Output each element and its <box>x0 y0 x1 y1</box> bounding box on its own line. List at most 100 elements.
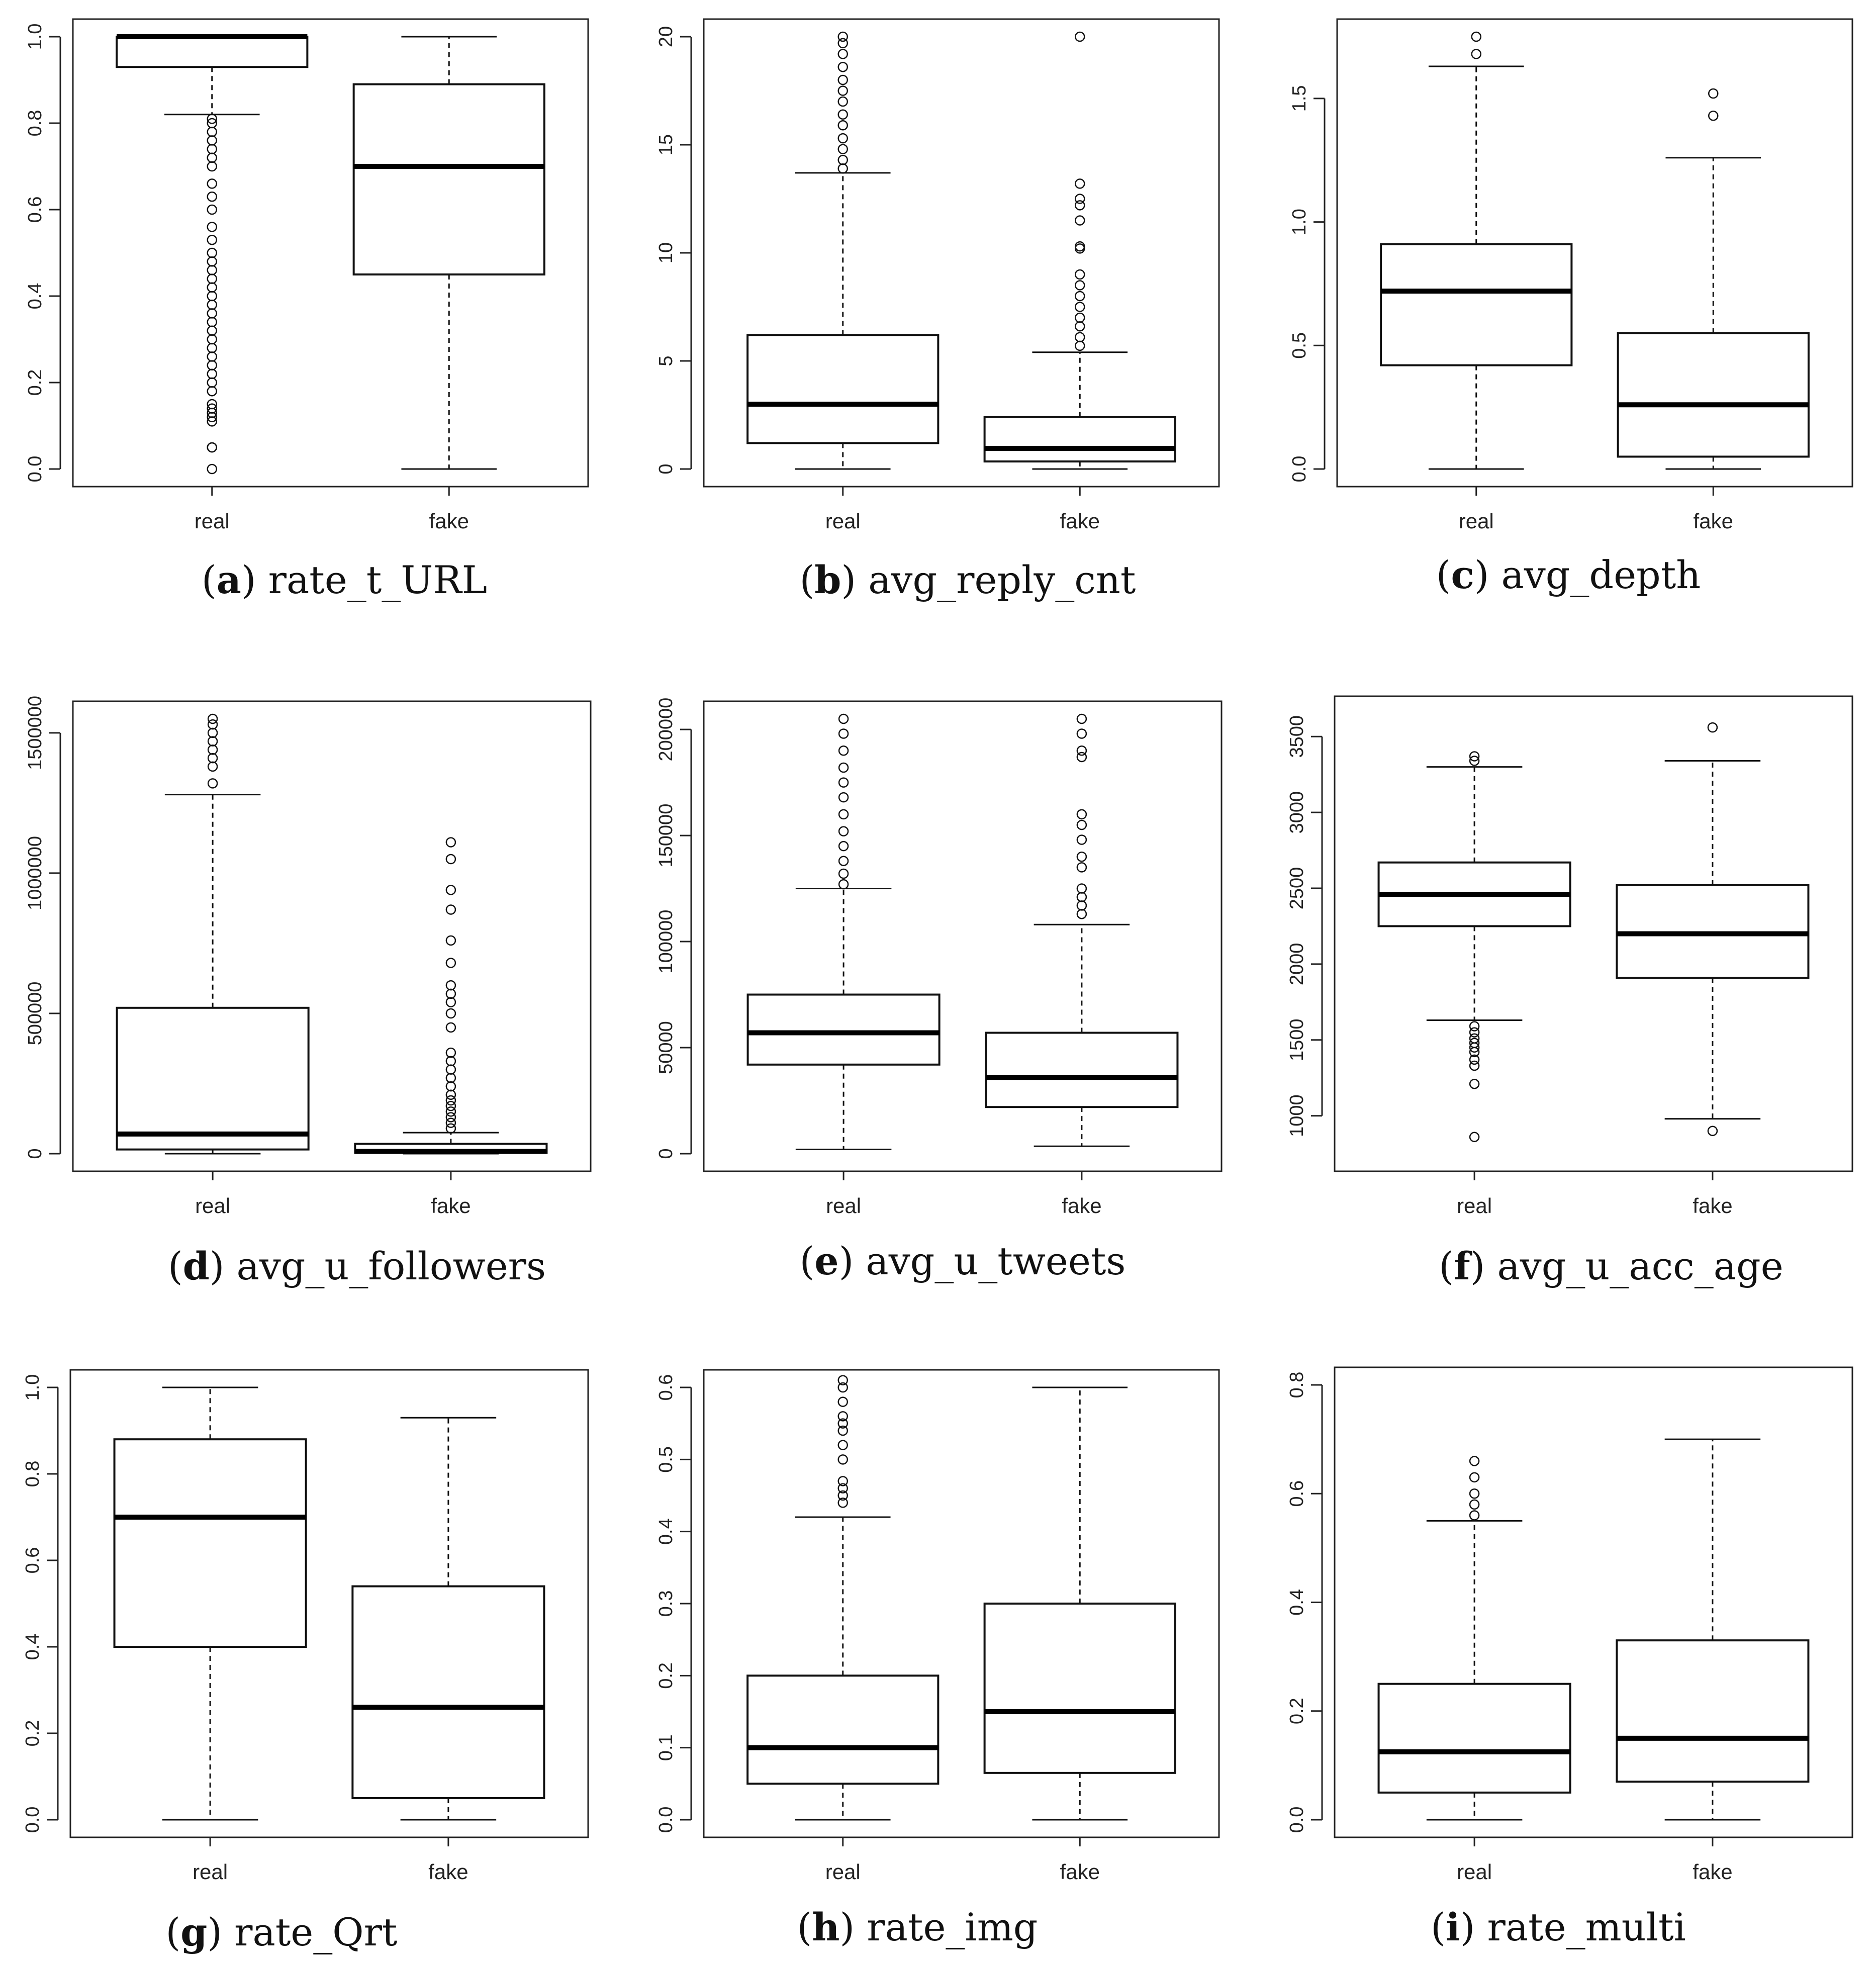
outlier-point <box>838 879 849 890</box>
plot-frame <box>1334 695 1853 1172</box>
outlier-point <box>207 342 217 353</box>
outlier-point <box>1075 280 1085 291</box>
box-iqr <box>352 83 545 275</box>
outlier-point <box>207 368 217 380</box>
box-real <box>1380 31 1573 470</box>
y-tick-label: 200000 <box>655 698 677 762</box>
outlier-point <box>207 273 217 284</box>
y-tick-label: 1.0 <box>1289 209 1310 235</box>
outlier-point <box>207 403 217 414</box>
outlier-point <box>837 109 848 120</box>
x-tick-label: real <box>1457 1194 1492 1218</box>
outlier-point <box>1076 834 1087 845</box>
outlier-point <box>837 1476 848 1486</box>
outlier-point <box>207 291 217 302</box>
outlier-point <box>837 49 848 59</box>
y-tick-label: 0 <box>655 1148 677 1159</box>
y-tick-label: 50000 <box>655 1021 677 1074</box>
x-tick-label: real <box>195 509 230 533</box>
outlier-point <box>445 1008 456 1019</box>
outlier-point <box>1075 269 1085 280</box>
box-fake <box>1617 88 1810 470</box>
box-iqr <box>1380 243 1573 366</box>
outlier-point <box>207 377 217 388</box>
outlier-point <box>207 265 217 275</box>
outlier-point <box>445 935 456 946</box>
outlier-point <box>1708 111 1719 121</box>
outlier-point <box>445 1022 456 1033</box>
outlier-point <box>837 96 848 107</box>
x-tick-label: fake <box>431 1194 471 1218</box>
outlier-point <box>1076 819 1087 830</box>
outlier-point <box>837 1375 848 1385</box>
outlier-point <box>1469 1132 1480 1143</box>
panel-b: 0 5 10 15 20 real fake (b) avg_reply_cnt <box>655 18 1220 602</box>
x-tick-label: fake <box>1060 509 1100 533</box>
box-fake <box>985 713 1179 1147</box>
box-real <box>113 1386 307 1821</box>
outlier-point <box>1076 862 1087 873</box>
outlier-point <box>207 234 217 245</box>
y-tick-label: 1500000 <box>25 696 46 770</box>
outlier-point <box>207 386 217 397</box>
outlier-point <box>1076 852 1087 862</box>
y-tick-label: 150000 <box>655 804 677 868</box>
y-tick-label: 0.0 <box>655 1807 677 1833</box>
y-tick-label: 0.5 <box>1289 332 1310 359</box>
y-tick-label: 1500 <box>1286 1018 1307 1061</box>
box-iqr <box>1377 1683 1571 1794</box>
outlier-point <box>837 1382 848 1393</box>
outlier-point <box>1076 809 1087 820</box>
outlier-point <box>207 308 217 319</box>
outlier-point <box>207 222 217 232</box>
y-tick-label: 2500 <box>1286 867 1307 910</box>
box-iqr <box>351 1585 545 1800</box>
box-fake <box>1616 722 1810 1136</box>
x-tick-label: fake <box>429 509 469 533</box>
outlier-point <box>207 351 217 362</box>
outlier-point <box>837 1440 848 1450</box>
outlier-point <box>1076 752 1087 763</box>
outlier-point <box>207 256 217 267</box>
plot-frame <box>703 700 1223 1172</box>
outlier-point <box>837 1411 848 1422</box>
outlier-point <box>207 778 218 789</box>
y-tick-label: 0.3 <box>655 1591 677 1617</box>
outlier-point <box>837 1454 848 1465</box>
outlier-point <box>838 856 849 866</box>
box-real <box>116 34 309 475</box>
x-tick-label: fake <box>1062 1194 1101 1218</box>
outlier-point <box>207 144 217 154</box>
x-tick-label: real <box>826 1194 861 1218</box>
outlier-point <box>207 334 217 345</box>
outlier-point <box>207 719 218 730</box>
outlier-point <box>1075 332 1085 342</box>
y-tick-label: 100000 <box>655 910 677 974</box>
y-tick-label: 15 <box>655 134 677 155</box>
y-tick-label: 3500 <box>1286 715 1307 758</box>
y-tick-label: 0.2 <box>22 1720 43 1747</box>
outlier-point <box>445 1095 456 1106</box>
y-tick-label: 0.4 <box>1286 1589 1307 1616</box>
y-tick-label: 0 <box>25 1148 46 1159</box>
outlier-point <box>1075 302 1085 312</box>
y-tick-label: 0.0 <box>1286 1807 1307 1833</box>
outlier-point <box>1707 1126 1718 1136</box>
y-tick-label: 0.6 <box>25 197 46 223</box>
box-iqr <box>1617 332 1810 458</box>
plot-frame <box>72 18 589 488</box>
outlier-point <box>837 1483 848 1493</box>
outlier-point <box>207 152 217 163</box>
outlier-point <box>207 761 218 772</box>
outlier-point <box>207 282 217 293</box>
outlier-point <box>445 1073 456 1083</box>
outlier-point <box>837 1425 848 1436</box>
box-iqr <box>983 1603 1176 1774</box>
outlier-point <box>445 958 456 968</box>
y-tick-label: 0.0 <box>25 456 46 483</box>
box-real <box>746 713 941 1151</box>
outlier-point <box>1471 31 1481 42</box>
x-tick-label: fake <box>1693 1194 1732 1218</box>
outlier-point <box>1469 1021 1480 1032</box>
box-fake <box>354 837 548 1155</box>
